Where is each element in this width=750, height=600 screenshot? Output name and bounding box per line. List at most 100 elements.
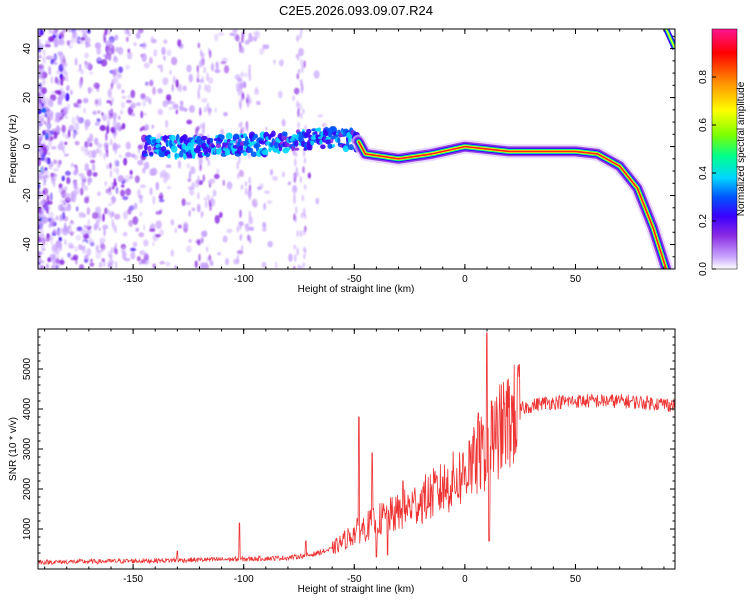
heatmap-cell bbox=[293, 147, 300, 151]
heatmap-cell bbox=[194, 260, 198, 268]
heatmap-cell bbox=[93, 82, 100, 89]
heatmap-cell bbox=[107, 113, 111, 121]
colorbar-tick-label: 0.0 bbox=[698, 262, 709, 276]
heatmap-cell bbox=[48, 65, 52, 75]
heatmap-cell bbox=[179, 100, 184, 106]
heatmap-cell bbox=[129, 169, 133, 176]
snr-ylabel: SNR (10 * v/v) bbox=[8, 417, 19, 481]
heatmap-cell bbox=[81, 180, 85, 189]
heatmap-cell bbox=[261, 226, 267, 232]
heatmap-cell bbox=[106, 100, 112, 104]
heatmap-cell bbox=[55, 112, 61, 120]
heatmap-cell bbox=[78, 63, 82, 71]
heatmap-cell bbox=[307, 172, 311, 179]
heatmap-cell bbox=[117, 66, 124, 74]
heatmap-cell bbox=[84, 52, 90, 59]
heatmap-cell bbox=[64, 145, 69, 155]
heatmap-cell bbox=[276, 56, 282, 61]
heatmap-cell bbox=[208, 49, 212, 59]
heatmap-cell bbox=[243, 151, 248, 156]
heatmap-cell bbox=[122, 231, 128, 237]
heatmap-cell bbox=[38, 54, 42, 59]
heatmap-cell bbox=[66, 103, 71, 111]
heatmap-cell bbox=[39, 149, 45, 157]
heatmap-cell bbox=[116, 73, 122, 79]
heatmap-cell bbox=[292, 172, 296, 180]
heatmap-cell bbox=[110, 108, 114, 115]
heatmap-cell bbox=[240, 244, 244, 251]
heatmap-cell bbox=[38, 190, 42, 198]
heatmap-cell bbox=[149, 187, 153, 196]
heatmap-cell bbox=[137, 188, 141, 198]
heatmap-cell bbox=[62, 62, 68, 68]
heatmap-cell bbox=[232, 29, 238, 33]
heatmap-cell bbox=[38, 102, 41, 108]
heatmap-cell bbox=[57, 100, 63, 106]
heatmap-cell bbox=[65, 92, 70, 102]
heatmap-cell bbox=[112, 121, 116, 129]
heatmap-cell bbox=[143, 161, 150, 170]
heatmap-cell bbox=[314, 131, 318, 136]
heatmap-cell bbox=[136, 256, 141, 262]
heatmap-cell bbox=[54, 76, 59, 84]
heatmap-cell bbox=[45, 263, 49, 269]
heatmap-cell bbox=[256, 100, 261, 106]
heatmap-cell bbox=[125, 235, 131, 240]
heatmap-cell bbox=[156, 138, 161, 144]
heatmap-cell bbox=[56, 161, 61, 169]
spectrogram-ylabel: Frequency (Hz) bbox=[8, 115, 19, 184]
heatmap-cell bbox=[91, 149, 97, 159]
heatmap-cell bbox=[157, 64, 161, 69]
heatmap-cell bbox=[313, 70, 320, 79]
heatmap-cell bbox=[171, 83, 174, 92]
heatmap-cell bbox=[82, 249, 87, 254]
heatmap-cell bbox=[56, 69, 61, 75]
heatmap-cell bbox=[97, 249, 104, 253]
snr-axes: -150 -100 -50 0 50 1000 2000 3000 4000 5000 bbox=[22, 328, 675, 585]
heatmap-cell bbox=[221, 186, 226, 193]
heatmap-cell bbox=[214, 107, 218, 113]
heatmap-cell bbox=[119, 264, 123, 269]
heatmap-cell bbox=[302, 149, 306, 158]
colorbar-ticks: 0.0 0.2 0.4 0.6 0.8 bbox=[698, 70, 716, 276]
heatmap-cell bbox=[109, 162, 112, 168]
heatmap-cell bbox=[261, 261, 267, 268]
heatmap-cell bbox=[274, 261, 278, 269]
heatmap-cell bbox=[92, 172, 98, 177]
snr-ytick-label: 4000 bbox=[22, 397, 33, 420]
heatmap-cell bbox=[120, 101, 126, 109]
heatmap-cell bbox=[175, 109, 179, 115]
heatmap-cell bbox=[55, 258, 60, 265]
heatmap-cell bbox=[70, 232, 74, 237]
heatmap-cell bbox=[38, 171, 45, 180]
heatmap-cell bbox=[50, 58, 55, 65]
heatmap-cell bbox=[187, 59, 193, 64]
heatmap-cell bbox=[288, 253, 293, 262]
heatmap-cell bbox=[306, 128, 312, 134]
heatmap-cell bbox=[50, 75, 54, 85]
heatmap-cell bbox=[101, 258, 105, 263]
heatmap-cell bbox=[213, 173, 220, 180]
heatmap-cell bbox=[165, 261, 171, 267]
heatmap-cell bbox=[240, 104, 247, 110]
heatmap-cell bbox=[76, 29, 83, 32]
heatmap-cell bbox=[57, 96, 63, 101]
heatmap-cell bbox=[264, 190, 271, 195]
spectrogram-xlabel: Height of straight line (km) bbox=[298, 284, 415, 295]
heatmap-cell bbox=[67, 242, 74, 248]
spectrogram-ytick-label: 0 bbox=[22, 143, 33, 149]
heatmap-cell bbox=[128, 205, 135, 211]
heatmap-cell bbox=[50, 146, 57, 150]
heatmap-cell bbox=[186, 163, 191, 169]
heatmap-cell bbox=[207, 77, 214, 84]
heatmap-cell bbox=[87, 177, 93, 183]
heatmap-cell bbox=[137, 159, 144, 166]
heatmap-cell bbox=[44, 167, 48, 172]
heatmap-cell bbox=[92, 211, 99, 220]
heatmap-cell bbox=[197, 92, 201, 100]
heatmap-cell bbox=[208, 179, 211, 186]
heatmap-cell bbox=[96, 142, 103, 149]
heatmap-cell bbox=[229, 133, 233, 139]
spectrogram-xtick-label: 50 bbox=[570, 274, 582, 285]
heatmap-cell bbox=[135, 102, 142, 107]
